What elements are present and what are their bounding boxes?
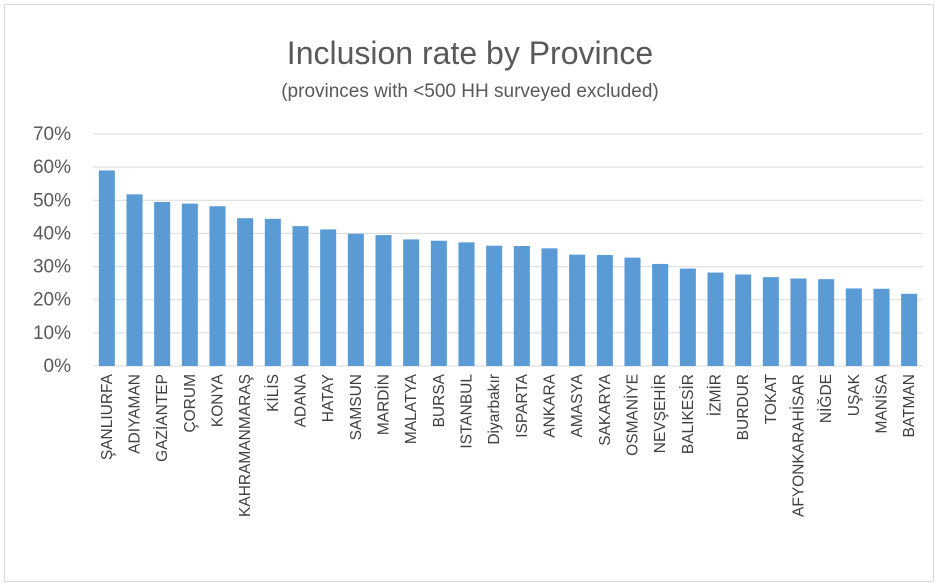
y-axis: 0% 10% 20% 30% 40% 50% 60% 70% (33, 124, 71, 377)
bar (292, 226, 308, 366)
x-tick-label: ADANA (293, 373, 310, 427)
bar (237, 218, 253, 366)
bar (763, 277, 779, 366)
bar (348, 234, 364, 366)
bar (873, 289, 889, 366)
bar-chart: 0% 10% 20% 30% 40% 50% 60% 70% ŞANLIURFA ADIYAMA… (5, 5, 935, 583)
y-tick-label: 70% (33, 124, 71, 145)
bar (707, 273, 723, 366)
y-tick-label: 20% (33, 290, 71, 311)
chart-area: Inclusion rate by Province (provinces wi… (4, 4, 934, 582)
x-tick-label: AFYONKARAHİSAR (790, 374, 808, 517)
x-tick-label: NİĞDE (817, 374, 835, 423)
x-tick-label: HATAY (320, 374, 337, 422)
x-tick-label: BATMAN (901, 374, 918, 437)
y-tick-label: 0% (44, 356, 72, 377)
x-tick-label: UŞAK (846, 373, 863, 416)
bar (126, 194, 142, 366)
bar (320, 229, 336, 366)
x-tick-label: BURDUR (735, 374, 752, 440)
bar (846, 288, 862, 366)
x-tick-label: MALATYA (403, 373, 420, 444)
bar (265, 219, 281, 366)
x-tick-label: ANKARA (542, 373, 559, 437)
x-tick-label: ADIYAMAN (127, 374, 144, 454)
y-tick-label: 60% (33, 157, 71, 178)
y-tick-label: 40% (33, 223, 71, 244)
bar (624, 258, 640, 366)
x-tick-label: KAHRAMANMARAŞ (237, 374, 254, 517)
bar (458, 242, 474, 366)
x-tick-label: SAKARYA (597, 373, 614, 445)
x-tick-label: SAMSUN (348, 374, 365, 440)
x-tick-label: ŞANLIURFA (99, 373, 116, 460)
x-tick-label: KİLİS (264, 374, 282, 412)
x-tick-label: AMASYA (569, 373, 586, 437)
x-tick-label: NEVŞEHİR (651, 374, 669, 453)
bar (680, 269, 696, 366)
x-tick-label: ÇORUM (182, 374, 199, 433)
bar (790, 279, 806, 366)
x-tick-label: OSMANİYE (624, 374, 642, 456)
bar (541, 248, 557, 366)
bar (818, 279, 834, 366)
x-tick-label: MANİSA (873, 373, 891, 433)
bar (735, 275, 751, 366)
bar (99, 170, 115, 366)
bar (403, 239, 419, 366)
bar (901, 294, 917, 366)
y-tick-label: 50% (33, 190, 71, 211)
x-axis: ŞANLIURFA ADIYAMAN GAZİANTEP ÇORUM KONYA KAHR… (99, 373, 918, 517)
x-tick-label: ISTANBUL (459, 374, 476, 449)
x-tick-label: GAZİANTEP (153, 374, 171, 462)
bar (486, 246, 502, 366)
bar (182, 204, 198, 366)
x-tick-label: İZMİR (707, 374, 725, 416)
bar (431, 241, 447, 366)
x-tick-label: KONYA (210, 373, 227, 427)
bar (652, 264, 668, 366)
bar (514, 246, 530, 366)
y-tick-label: 10% (33, 323, 71, 344)
bar (209, 206, 225, 366)
bar (375, 235, 391, 366)
y-tick-label: 30% (33, 257, 71, 278)
x-tick-label: BURSA (431, 373, 448, 427)
bar (569, 255, 585, 366)
bar (597, 255, 613, 366)
x-tick-label: MARDİN (375, 374, 393, 435)
x-tick-label: Diyarbakır (486, 374, 503, 445)
x-tick-label: BALIKESİR (679, 374, 697, 454)
x-tick-label: TOKAT (763, 373, 780, 424)
bar (154, 202, 170, 366)
x-tick-label: ISPARTA (514, 373, 531, 437)
